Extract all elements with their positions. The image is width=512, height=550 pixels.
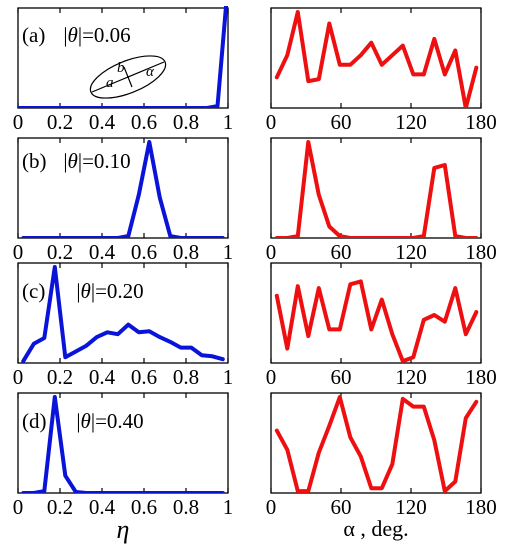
x-tick-label: 120 xyxy=(395,110,427,134)
x-tick-label: 180 xyxy=(465,365,497,389)
x-tick-label: 0.6 xyxy=(131,365,157,389)
ellipse-inset: ab α xyxy=(89,55,167,99)
x-tick-label: 0 xyxy=(266,240,277,264)
x-tick-label: 0 xyxy=(13,365,24,389)
plot-frame xyxy=(270,262,482,364)
x-tick-label: 1 xyxy=(223,495,234,519)
x-tick-label: 180 xyxy=(465,495,497,519)
x-tick-label: 0 xyxy=(13,110,24,134)
plot-frame xyxy=(270,392,482,494)
x-tick-label: 120 xyxy=(395,240,427,264)
x-tick-label: 1 xyxy=(223,365,234,389)
x-tick-label: 0.2 xyxy=(47,365,73,389)
series-line xyxy=(274,279,479,363)
theta-label: |θ|=0.06 xyxy=(63,23,130,47)
x-tick-label: 1 xyxy=(223,110,234,134)
plot-frame xyxy=(17,262,229,364)
x-tick-label: 120 xyxy=(395,495,427,519)
eta-axis-title: η xyxy=(117,515,130,544)
alpha-axis-title: α , deg. xyxy=(343,516,408,541)
alpha-axis-title-text: α , deg. xyxy=(343,516,408,541)
x-tick-label: 60 xyxy=(331,110,352,134)
x-tick-label: 0.8 xyxy=(173,110,199,134)
x-tick-label: 0.8 xyxy=(173,240,199,264)
inset-label-a: a xyxy=(106,75,114,91)
x-tick-label: 1 xyxy=(223,240,234,264)
x-tick-label: 0 xyxy=(13,240,24,264)
plot-frame xyxy=(270,7,482,109)
panel-label: (c) xyxy=(22,279,45,303)
x-tick-label: 0.2 xyxy=(47,110,73,134)
x-tick-label: 0.4 xyxy=(89,495,116,519)
subplot-6: 0 60 120 180 xyxy=(266,262,497,389)
x-tick-label: 0 xyxy=(13,495,24,519)
subplot-5: 0 0.2 0.4 0.6 0.8 1 (c) |θ|=0.20 xyxy=(13,262,234,389)
series-line xyxy=(274,395,479,493)
x-tick-label: 0.8 xyxy=(173,495,199,519)
ellipse-outline xyxy=(89,55,167,99)
x-tick-label: 0.6 xyxy=(131,240,157,264)
series-line xyxy=(21,140,225,238)
x-tick-label: 0.8 xyxy=(173,365,199,389)
theta-label: |θ|=0.20 xyxy=(76,279,143,303)
x-tick-label: 0 xyxy=(266,110,277,134)
theta-label: |θ|=0.40 xyxy=(76,409,143,433)
x-tick-label: 180 xyxy=(465,240,497,264)
series-line xyxy=(18,6,228,108)
x-tick-label: 60 xyxy=(331,365,352,389)
x-tick-label: 0.2 xyxy=(47,495,73,519)
x-tick-label: 0.4 xyxy=(89,110,116,134)
panel-label: (a) xyxy=(22,23,45,47)
series-line xyxy=(21,395,225,493)
panels: 0 0.2 0.4 0.6 0.8 1 (a) |θ|=0.06 ab α 0 60 120 180 0 0.… xyxy=(13,6,497,519)
subplot-7: 0 0.2 0.4 0.6 0.8 1 (d) |θ|=0.40 xyxy=(13,392,234,519)
minor-axis-line xyxy=(123,66,133,88)
theta-label: |θ|=0.10 xyxy=(63,149,130,173)
x-tick-label: 120 xyxy=(395,365,427,389)
series-line xyxy=(21,265,225,363)
series-line xyxy=(274,10,479,108)
x-tick-label: 60 xyxy=(331,240,352,264)
subplot-3: 0 0.2 0.4 0.6 0.8 1 (b) |θ|=0.10 xyxy=(13,137,234,264)
x-tick-label: 0.4 xyxy=(89,365,116,389)
inset-label-alpha: α xyxy=(146,64,155,80)
x-tick-label: 180 xyxy=(465,110,497,134)
x-tick-label: 0.6 xyxy=(131,495,157,519)
subplot-2: 0 60 120 180 xyxy=(266,7,497,134)
x-tick-label: 0 xyxy=(266,365,277,389)
x-tick-label: 0.6 xyxy=(131,110,157,134)
panel-label: (b) xyxy=(22,149,47,173)
x-tick-label: 0.2 xyxy=(47,240,73,264)
inset-label-b: b xyxy=(117,60,125,76)
x-tick-label: 0 xyxy=(266,495,277,519)
subplot-4: 0 60 120 180 xyxy=(266,137,497,264)
panel-label: (d) xyxy=(22,409,47,433)
subplot-8: 0 60 120 180 xyxy=(266,392,497,519)
series-line xyxy=(274,140,479,238)
subplot-1: 0 0.2 0.4 0.6 0.8 1 (a) |θ|=0.06 ab α xyxy=(13,6,234,134)
x-tick-label: 0.4 xyxy=(89,240,116,264)
x-tick-label: 60 xyxy=(331,495,352,519)
